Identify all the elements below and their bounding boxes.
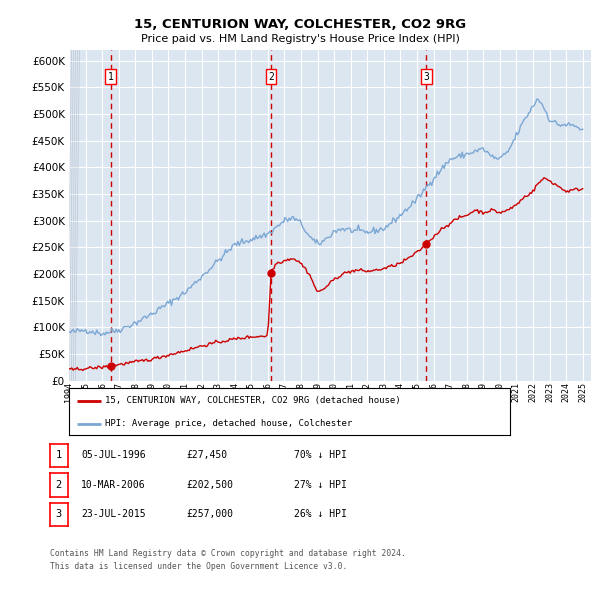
Text: HPI: Average price, detached house, Colchester: HPI: Average price, detached house, Colc…	[105, 419, 352, 428]
Text: £257,000: £257,000	[186, 510, 233, 519]
Text: 27% ↓ HPI: 27% ↓ HPI	[294, 480, 347, 490]
Text: 3: 3	[424, 72, 429, 82]
Text: 10-MAR-2006: 10-MAR-2006	[81, 480, 146, 490]
Text: 23-JUL-2015: 23-JUL-2015	[81, 510, 146, 519]
Text: 05-JUL-1996: 05-JUL-1996	[81, 451, 146, 460]
Text: 2: 2	[56, 480, 62, 490]
Text: 1: 1	[107, 72, 113, 82]
Text: £27,450: £27,450	[186, 451, 227, 460]
Text: 3: 3	[56, 510, 62, 519]
Text: 1: 1	[56, 451, 62, 460]
Text: This data is licensed under the Open Government Licence v3.0.: This data is licensed under the Open Gov…	[50, 562, 347, 571]
Text: £202,500: £202,500	[186, 480, 233, 490]
Text: 70% ↓ HPI: 70% ↓ HPI	[294, 451, 347, 460]
Text: 2: 2	[268, 72, 274, 82]
Text: Price paid vs. HM Land Registry's House Price Index (HPI): Price paid vs. HM Land Registry's House …	[140, 34, 460, 44]
Text: 15, CENTURION WAY, COLCHESTER, CO2 9RG: 15, CENTURION WAY, COLCHESTER, CO2 9RG	[134, 18, 466, 31]
Text: Contains HM Land Registry data © Crown copyright and database right 2024.: Contains HM Land Registry data © Crown c…	[50, 549, 406, 558]
Text: 15, CENTURION WAY, COLCHESTER, CO2 9RG (detached house): 15, CENTURION WAY, COLCHESTER, CO2 9RG (…	[105, 396, 401, 405]
Text: 26% ↓ HPI: 26% ↓ HPI	[294, 510, 347, 519]
